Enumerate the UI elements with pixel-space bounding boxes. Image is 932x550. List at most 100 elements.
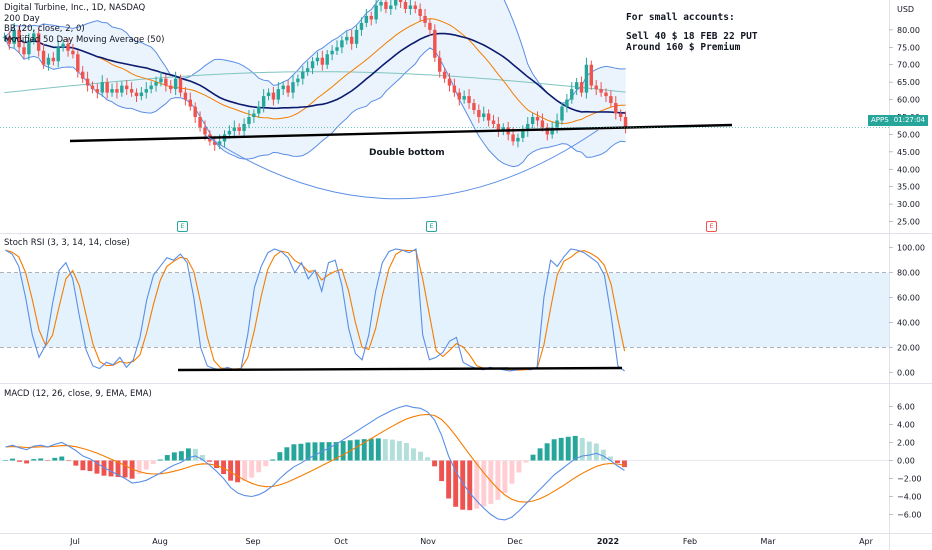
candle-body (403, 2, 408, 9)
macd-histogram-bar (460, 460, 466, 510)
earnings-badge-upcoming[interactable]: E (706, 221, 717, 232)
macd-histogram-bar (80, 460, 86, 471)
price-pane[interactable] (2, 0, 628, 168)
ma200-legend: 200 Day (4, 13, 40, 24)
macd-histogram-bar (523, 460, 529, 463)
macd-histogram-bar (403, 443, 409, 461)
macd-tick-label: 2.00 (897, 439, 915, 448)
ma50-line (3, 32, 626, 114)
macd-histogram-bar (242, 460, 248, 481)
time-axis-label: Dec (507, 537, 522, 546)
candle-body (560, 106, 564, 121)
macd-histogram-bar (530, 454, 536, 461)
candle-body (374, 5, 378, 20)
macd-histogram-bar (291, 444, 297, 461)
trade-note: For small accounts: Sell 40 $ 18 FEB 22 … (626, 12, 758, 53)
stoch-rsi-tick-label: 100.00 (897, 244, 925, 253)
macd-tick-label: 6.00 (897, 403, 915, 412)
candle-body (71, 50, 75, 55)
macd-histogram-bar (516, 460, 522, 473)
candle-body (247, 117, 251, 124)
candle-body (159, 78, 163, 83)
earnings-badge[interactable]: E (426, 221, 437, 232)
macd-histogram-bar (382, 439, 388, 461)
candle-body (271, 92, 276, 100)
candle-body (457, 92, 461, 100)
stoch-rsi-tick-label: 60.00 (897, 294, 920, 303)
macd-histogram-bar (432, 460, 438, 467)
price-tick-label: 35.00 (897, 183, 920, 192)
macd-histogram-bar (157, 459, 163, 461)
candle-body (276, 89, 281, 100)
macd-histogram-bar (94, 460, 100, 474)
candle-body (447, 78, 452, 86)
macd-histogram-bar (389, 439, 395, 461)
macd-histogram-bar (171, 452, 177, 461)
candle-body (320, 57, 325, 65)
macd-histogram-bar (3, 460, 8, 461)
macd-histogram-bar (600, 449, 606, 461)
candle-body (95, 89, 100, 93)
earnings-badge[interactable]: E (177, 221, 188, 232)
candle-body (535, 117, 540, 121)
price-tick-label: 65.00 (897, 78, 920, 87)
candle-body (286, 85, 290, 93)
candle-body (213, 141, 217, 145)
bollinger-basis-line (4, 18, 626, 124)
price-tick-label: 60.00 (897, 96, 920, 105)
candle-body (17, 29, 21, 48)
macd-histogram-bar (284, 447, 290, 461)
macd-histogram-bar (607, 456, 613, 461)
candle-body (124, 85, 129, 90)
macd-histogram-bar (38, 458, 44, 461)
candle-body (526, 123, 530, 131)
macd-histogram-bar (73, 460, 79, 466)
candle-body (369, 15, 373, 20)
macd-pane[interactable] (0, 405, 889, 521)
macd-histogram-bar (136, 460, 142, 475)
macd-tick-label: 4.00 (897, 421, 915, 430)
macd-histogram-bar (551, 439, 557, 461)
price-tick-label: 75.00 (897, 43, 920, 52)
stoch-rsi-tick-label: 0.00 (897, 368, 915, 377)
macd-histogram-bar (333, 442, 339, 461)
candle-body (389, 5, 393, 9)
candle-body (584, 64, 589, 93)
candle-body (61, 43, 65, 48)
candle-body (46, 57, 51, 65)
price-tick-label: 70.00 (897, 61, 920, 70)
candle-body (540, 120, 545, 128)
candle-body (261, 96, 266, 107)
macd-histogram-bar (354, 439, 360, 461)
time-axis-label: Sep (245, 537, 260, 546)
macd-histogram-bar (59, 456, 65, 461)
main-legend: Digital Turbine, Inc., 1D, NASDAQ 200 Da… (4, 3, 164, 45)
candle-body (594, 85, 598, 90)
candle-body (198, 117, 202, 128)
stoch-rsi-tick-label: 80.00 (897, 269, 920, 278)
macd-legend: MACD (12, 26, close, 9, EMA, EMA) (4, 389, 152, 399)
macd-histogram-bar (453, 460, 459, 507)
macd-histogram-bar (185, 448, 191, 461)
candle-body (516, 137, 520, 142)
candle-body (486, 113, 491, 121)
macd-histogram-bar (45, 460, 51, 461)
candle-body (266, 92, 271, 97)
stoch-rsi-tick-label: 40.00 (897, 318, 920, 327)
candle-body (169, 85, 173, 90)
candle-body (618, 113, 623, 117)
stoch-rsi-pane[interactable] (0, 248, 889, 372)
candle-body (149, 85, 153, 90)
time-axis-label: Mar (760, 537, 776, 546)
macd-histogram-bar (586, 441, 592, 461)
candle-body (32, 33, 36, 41)
ma50-legend: Modified 50 Day Moving Average (50) (4, 34, 165, 45)
ticker-label: APPS (871, 116, 889, 124)
note-line-1: For small accounts: (626, 12, 735, 23)
price-tick-label: 25.00 (897, 218, 920, 227)
candle-body (335, 47, 339, 51)
macd-histogram-bar (31, 459, 37, 461)
double-bottom-label: Double bottom (369, 148, 445, 158)
macd-histogram-bar (52, 457, 58, 461)
